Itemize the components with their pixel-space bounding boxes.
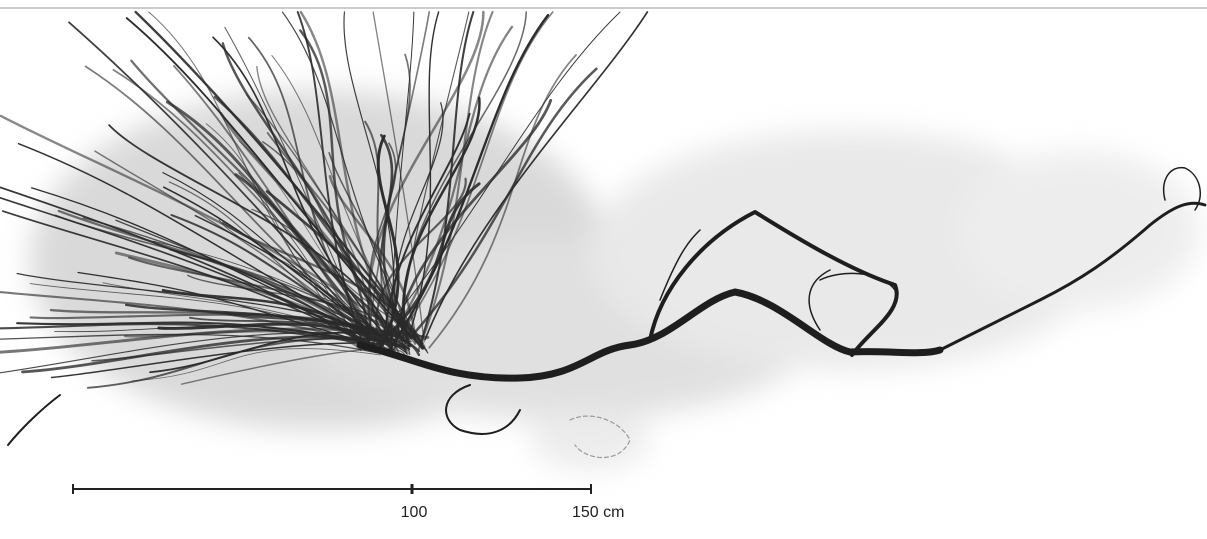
shade (960, 150, 1200, 310)
root-drawing: 100 150 cm (0, 0, 1207, 539)
page: 100 150 cm (() => { const data = JSON.pa… (0, 0, 1207, 539)
scale-label: 150 cm (572, 504, 624, 521)
scale-label: 100 (401, 504, 428, 521)
shade (530, 410, 650, 470)
